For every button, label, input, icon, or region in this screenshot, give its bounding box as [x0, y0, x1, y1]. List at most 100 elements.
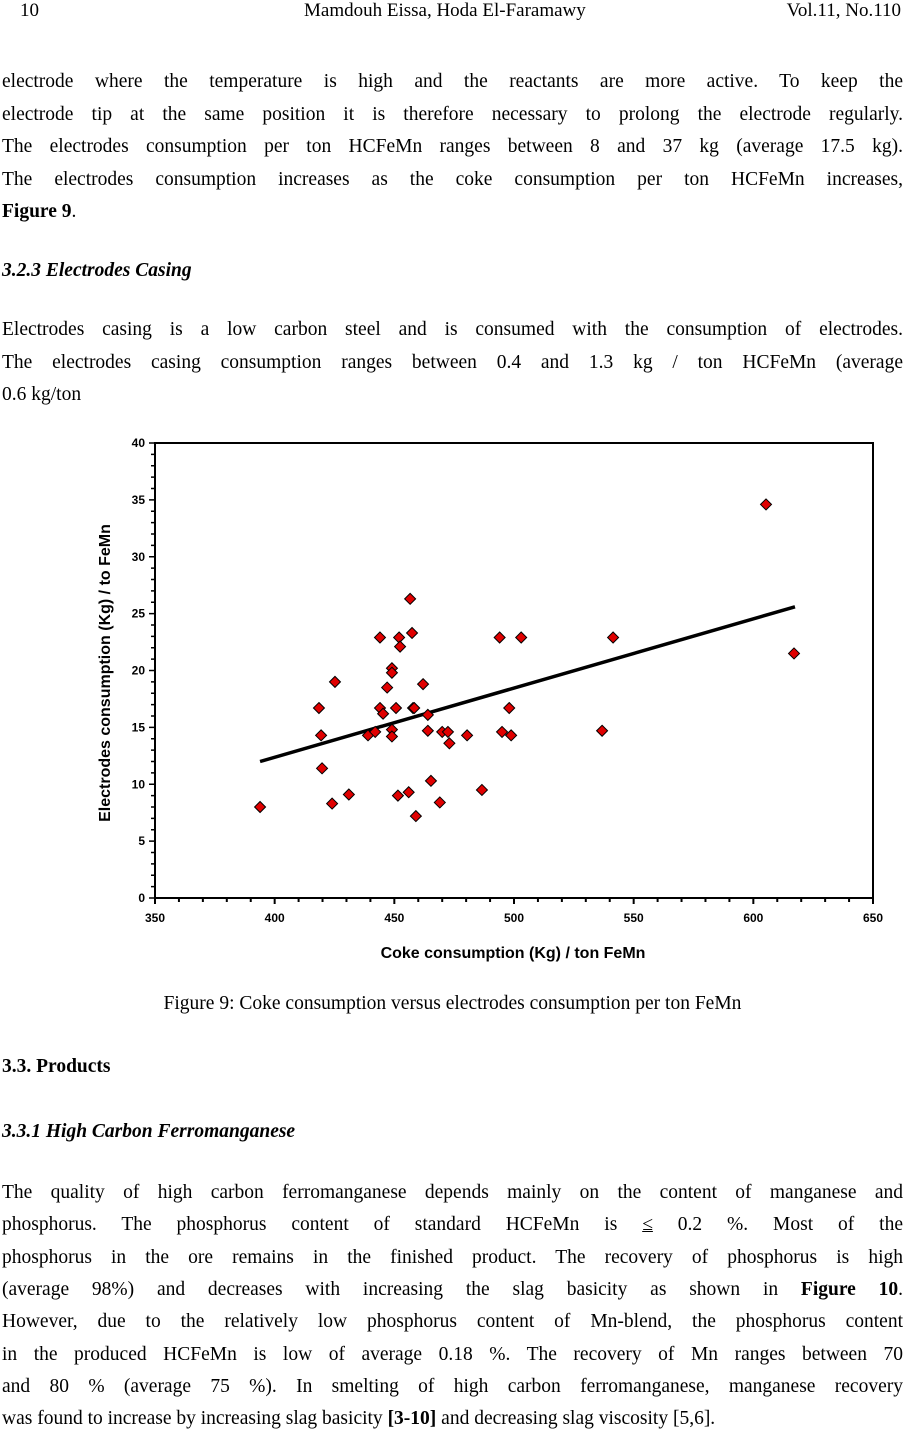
- data-point: [503, 701, 516, 715]
- header-authors: Mamdouh Eissa, Hoda El-Faramawy: [304, 0, 586, 21]
- y-tick-label: 40: [132, 436, 146, 450]
- data-point: [403, 592, 417, 606]
- text-line: The quality of high carbon ferromanganes…: [2, 1181, 903, 1205]
- y-tick-label: 30: [132, 550, 146, 564]
- data-point: [325, 797, 339, 810]
- y-tick-label: 5: [138, 834, 145, 848]
- x-tick-label: 600: [743, 911, 763, 925]
- x-tick-label: 550: [624, 911, 644, 925]
- x-tick-label: 350: [145, 911, 165, 925]
- text-span: Electrodes casing is a low carbon steel …: [2, 319, 903, 340]
- data-point: [393, 640, 407, 653]
- y-tick-label: 0: [138, 891, 145, 905]
- text-span: and decreasing slag viscosity [5,6].: [436, 1408, 716, 1430]
- bold-reference: Figure 10: [800, 1278, 899, 1300]
- text-line: (average 98%) and decreases with increas…: [2, 1278, 903, 1302]
- data-point: [253, 800, 267, 814]
- data-point: [475, 783, 489, 797]
- data-point: [385, 730, 399, 743]
- text-line: phosphorus. The phosphorus content of st…: [2, 1213, 903, 1237]
- y-tick-label: 20: [132, 664, 146, 678]
- data-point: [421, 708, 435, 722]
- data-point: [373, 631, 387, 644]
- text-span: was found to increase by increasing slag…: [2, 1408, 388, 1430]
- data-point: [376, 707, 390, 720]
- text-line: 0.6 kg/ton: [2, 383, 903, 407]
- data-point: [407, 701, 421, 715]
- text-span: phosphorus in the ore remains in the fin…: [2, 1246, 903, 1268]
- bold-reference: Figure 9: [2, 201, 72, 222]
- text-line: and 80 % (average 75 %). In smelting of …: [2, 1375, 903, 1399]
- data-point: [443, 737, 456, 750]
- data-point: [514, 631, 528, 644]
- data-point: [441, 725, 455, 739]
- data-point: [392, 631, 406, 644]
- y-tick-label: 10: [132, 777, 146, 791]
- text-span: ≤: [642, 1214, 653, 1236]
- x-tick-label: 650: [863, 911, 883, 925]
- y-tick-label: 25: [132, 607, 146, 621]
- plot-frame: [154, 442, 874, 899]
- text-span: and 80 % (average 75 %). In smelting of …: [2, 1375, 903, 1397]
- data-point: [787, 647, 801, 660]
- text-line: The electrodes consumption per ton HCFeM…: [2, 135, 903, 159]
- text-span: .: [71, 201, 77, 222]
- text-line: Figure 9.: [2, 200, 903, 224]
- page-number: 10: [20, 0, 39, 21]
- data-point: [391, 789, 405, 802]
- section-heading-products: 3.3. Products: [2, 1056, 111, 1077]
- section-heading-hcfemn: 3.3.1 High Carbon Ferromanganese: [2, 1121, 296, 1142]
- bold-reference: [3-10]: [387, 1408, 437, 1430]
- text-line: phosphorus in the ore remains in the fin…: [2, 1246, 903, 1270]
- text-span: electrode tip at the same position it is…: [2, 103, 903, 125]
- text-span: The quality of high carbon ferromanganes…: [2, 1182, 903, 1203]
- text-line: However, due to the relatively low phosp…: [2, 1310, 903, 1334]
- text-line: in the produced HCFeMn is low of average…: [2, 1343, 903, 1367]
- x-tick-label: 500: [504, 911, 524, 925]
- trend-line: [259, 605, 796, 764]
- data-point: [424, 774, 438, 788]
- data-point: [342, 788, 356, 801]
- data-point: [402, 786, 415, 799]
- data-point: [328, 675, 342, 689]
- y-tick-label: 35: [132, 493, 146, 507]
- data-point: [380, 681, 394, 694]
- scatter-chart: 350 400 450 500 550 600 650 0 5 10 15 20 25 30 35 40 Co…: [97, 436, 883, 962]
- data-point: [606, 631, 620, 644]
- section-heading-electrodes-casing: 3.2.3 Electrodes Casing: [2, 260, 192, 281]
- text-span: electrode where the temperature is high …: [2, 71, 903, 92]
- text-span: phosphorus. The phosphorus content of st…: [2, 1214, 643, 1236]
- data-point: [595, 724, 609, 737]
- x-axis-label: Coke consumption (Kg) / ton FeMn: [381, 945, 646, 962]
- data-point: [405, 626, 419, 640]
- y-axis-label: Electrodes consumption (Kg) / to FeMn: [97, 524, 114, 822]
- data-point: [759, 498, 773, 511]
- data-point: [409, 809, 423, 823]
- x-tick-label: 450: [384, 911, 404, 925]
- text-span: The electrodes consumption per ton HCFeM…: [2, 136, 903, 157]
- data-point: [368, 725, 382, 739]
- text-span: However, due to the relatively low phosp…: [2, 1311, 903, 1333]
- figure-caption: Figure 9: Coke consumption versus electr…: [163, 993, 742, 1014]
- text-line: electrode where the temperature is high …: [2, 70, 903, 94]
- data-point: [460, 729, 474, 742]
- text-line: The electrodes consumption increases as …: [2, 168, 903, 192]
- text-line: Electrodes casing is a low carbon steel …: [2, 318, 903, 342]
- data-point: [314, 729, 328, 742]
- data-point: [495, 725, 509, 739]
- text-span: 0.6 kg/ton: [2, 384, 82, 405]
- text-span: .: [898, 1278, 903, 1300]
- data-point: [504, 729, 518, 742]
- data-point: [421, 724, 435, 737]
- data-point: [433, 796, 447, 809]
- x-tick-label: 400: [265, 911, 285, 925]
- text-line: electrode tip at the same position it is…: [2, 103, 903, 127]
- text-line: The electrodes casing consumption ranges…: [2, 351, 903, 375]
- text-span: The electrodes casing consumption ranges…: [2, 351, 903, 373]
- running-header: 10 Mamdouh Eissa, Hoda El-Faramawy Vol.1…: [0, 0, 905, 26]
- text-span: (average 98%) and decreases with increas…: [2, 1278, 801, 1300]
- data-point: [315, 762, 329, 775]
- data-point: [493, 631, 506, 644]
- data-point: [416, 677, 430, 691]
- data-point: [389, 701, 403, 715]
